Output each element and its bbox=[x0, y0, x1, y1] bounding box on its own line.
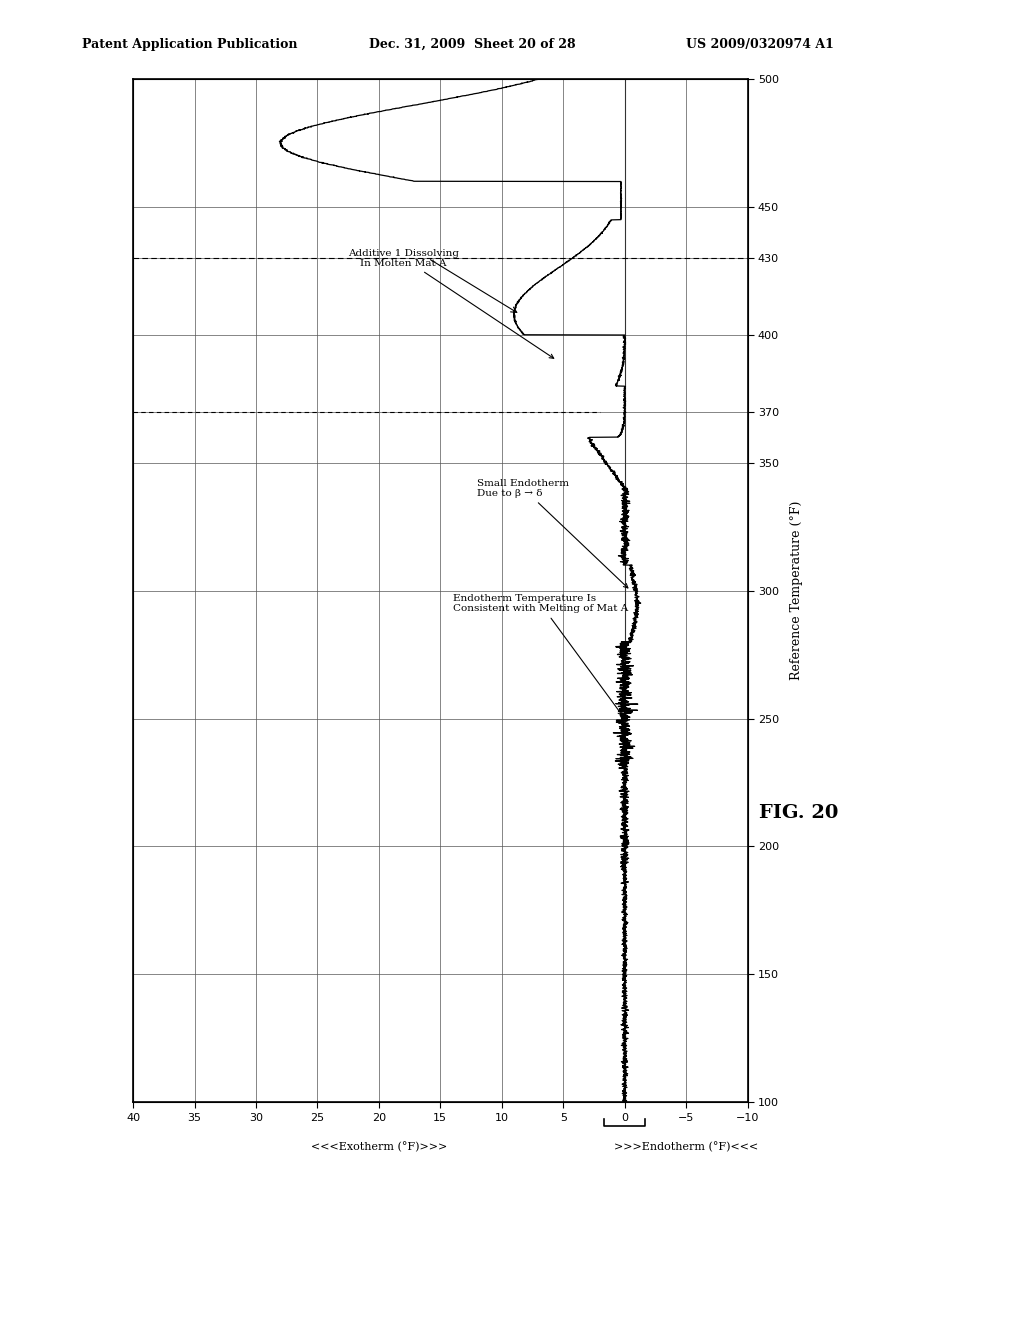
Text: FIG. 20: FIG. 20 bbox=[759, 804, 839, 822]
Text: Small Endotherm
Due to β → δ: Small Endotherm Due to β → δ bbox=[477, 479, 628, 587]
Text: US 2009/0320974 A1: US 2009/0320974 A1 bbox=[686, 37, 834, 50]
Text: Dec. 31, 2009  Sheet 20 of 28: Dec. 31, 2009 Sheet 20 of 28 bbox=[369, 37, 575, 50]
Text: Additive 1 Dissolving
In Molten Mat A: Additive 1 Dissolving In Molten Mat A bbox=[348, 248, 554, 358]
Text: Endotherm Temperature Is
Consistent with Melting of Mat A: Endotherm Temperature Is Consistent with… bbox=[453, 594, 628, 715]
Text: >>>Endotherm (°F)<<<: >>>Endotherm (°F)<<< bbox=[614, 1142, 758, 1152]
Y-axis label: Reference Temperature (°F): Reference Temperature (°F) bbox=[791, 502, 803, 680]
Text: <<<Exotherm (°F)>>>: <<<Exotherm (°F)>>> bbox=[310, 1142, 447, 1152]
Text: Patent Application Publication: Patent Application Publication bbox=[82, 37, 297, 50]
